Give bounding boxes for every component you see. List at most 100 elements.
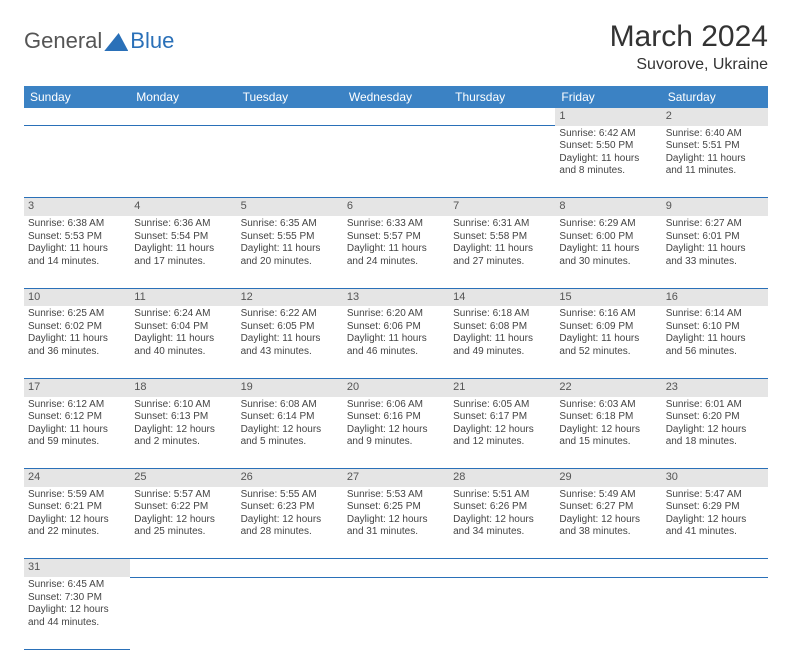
sunset-line: Sunset: 6:21 PM	[28, 501, 126, 514]
day-detail-row: Sunrise: 6:42 AMSunset: 5:50 PMDaylight:…	[24, 126, 768, 198]
calendar-table: SundayMondayTuesdayWednesdayThursdayFrid…	[24, 86, 768, 650]
sunrise-line: Sunrise: 6:16 AM	[559, 308, 657, 321]
sunrise-line: Sunrise: 6:40 AM	[666, 128, 764, 141]
sunset-line: Sunset: 5:55 PM	[241, 231, 339, 244]
daylight-line: Daylight: 11 hours and 49 minutes.	[453, 333, 551, 358]
sunrise-line: Sunrise: 6:20 AM	[347, 308, 445, 321]
sunset-line: Sunset: 5:53 PM	[28, 231, 126, 244]
weekday-header: Wednesday	[343, 86, 449, 108]
sunrise-line: Sunrise: 6:38 AM	[28, 218, 126, 231]
day-number: 27	[343, 469, 449, 487]
daylight-line: Daylight: 11 hours and 11 minutes.	[666, 153, 764, 178]
day-number: 13	[343, 288, 449, 306]
day-cell: Sunrise: 6:27 AMSunset: 6:01 PMDaylight:…	[662, 216, 768, 288]
day-cell: Sunrise: 6:10 AMSunset: 6:13 PMDaylight:…	[130, 397, 236, 469]
day-cell: Sunrise: 6:25 AMSunset: 6:02 PMDaylight:…	[24, 306, 130, 378]
day-cell-empty	[662, 577, 768, 649]
day-cell: Sunrise: 5:53 AMSunset: 6:25 PMDaylight:…	[343, 487, 449, 559]
sunset-line: Sunset: 6:17 PM	[453, 411, 551, 424]
day-cell: Sunrise: 6:16 AMSunset: 6:09 PMDaylight:…	[555, 306, 661, 378]
daylight-line: Daylight: 12 hours and 9 minutes.	[347, 424, 445, 449]
weekday-header: Sunday	[24, 86, 130, 108]
sunset-line: Sunset: 6:16 PM	[347, 411, 445, 424]
sunset-line: Sunset: 6:02 PM	[28, 321, 126, 334]
sunrise-line: Sunrise: 5:51 AM	[453, 489, 551, 502]
sunset-line: Sunset: 6:20 PM	[666, 411, 764, 424]
day-number-empty	[449, 559, 555, 577]
daylight-line: Daylight: 12 hours and 2 minutes.	[134, 424, 232, 449]
day-cell: Sunrise: 6:22 AMSunset: 6:05 PMDaylight:…	[237, 306, 343, 378]
day-cell-empty	[237, 577, 343, 649]
location: Suvorove, Ukraine	[610, 56, 768, 74]
day-number-empty	[662, 559, 768, 577]
day-number: 20	[343, 378, 449, 396]
day-cell-empty	[555, 577, 661, 649]
logo-sail-icon	[104, 33, 128, 51]
day-cell: Sunrise: 6:36 AMSunset: 5:54 PMDaylight:…	[130, 216, 236, 288]
sunset-line: Sunset: 6:10 PM	[666, 321, 764, 334]
sunrise-line: Sunrise: 6:05 AM	[453, 399, 551, 412]
daylight-line: Daylight: 12 hours and 12 minutes.	[453, 424, 551, 449]
sunset-line: Sunset: 6:22 PM	[134, 501, 232, 514]
daylight-line: Daylight: 11 hours and 27 minutes.	[453, 243, 551, 268]
day-number: 17	[24, 378, 130, 396]
sunset-line: Sunset: 6:09 PM	[559, 321, 657, 334]
day-number: 9	[662, 198, 768, 216]
day-cell: Sunrise: 6:40 AMSunset: 5:51 PMDaylight:…	[662, 126, 768, 198]
sunrise-line: Sunrise: 5:59 AM	[28, 489, 126, 502]
day-cell-empty	[449, 577, 555, 649]
sunrise-line: Sunrise: 6:42 AM	[559, 128, 657, 141]
day-number-empty	[555, 559, 661, 577]
daylight-line: Daylight: 11 hours and 59 minutes.	[28, 424, 126, 449]
day-number: 1	[555, 108, 661, 126]
sunset-line: Sunset: 6:06 PM	[347, 321, 445, 334]
day-cell: Sunrise: 6:03 AMSunset: 6:18 PMDaylight:…	[555, 397, 661, 469]
sunset-line: Sunset: 6:27 PM	[559, 501, 657, 514]
day-cell-empty	[130, 126, 236, 198]
title-block: March 2024 Suvorove, Ukraine	[610, 20, 768, 74]
daylight-line: Daylight: 11 hours and 30 minutes.	[559, 243, 657, 268]
sunset-line: Sunset: 6:18 PM	[559, 411, 657, 424]
sunset-line: Sunset: 6:08 PM	[453, 321, 551, 334]
sunrise-line: Sunrise: 6:45 AM	[28, 579, 126, 592]
day-number-empty	[130, 559, 236, 577]
day-detail-row: Sunrise: 5:59 AMSunset: 6:21 PM Daylight:…	[24, 487, 768, 559]
day-cell-empty	[449, 126, 555, 198]
day-cell: Sunrise: 5:59 AMSunset: 6:21 PMDaylight:…	[24, 487, 130, 559]
day-detail-row: Sunrise: 6:45 AMSunset: 7:30 PMDaylight:…	[24, 577, 768, 649]
daylight-line: Daylight: 11 hours and 46 minutes.	[347, 333, 445, 358]
day-cell: Sunrise: 6:29 AMSunset: 6:00 PMDaylight:…	[555, 216, 661, 288]
sunset-line: Sunset: 6:05 PM	[241, 321, 339, 334]
day-cell: Sunrise: 6:38 AMSunset: 5:53 PMDaylight:…	[24, 216, 130, 288]
logo-text-blue: Blue	[130, 28, 174, 54]
daylight-line: Daylight: 12 hours and 34 minutes.	[453, 514, 551, 539]
sunrise-line: Sunrise: 6:08 AM	[241, 399, 339, 412]
daylight-line: Daylight: 12 hours and 41 minutes.	[666, 514, 764, 539]
sunset-line: Sunset: 5:51 PM	[666, 140, 764, 153]
day-number: 31	[24, 559, 130, 577]
sunrise-line: Sunrise: 6:33 AM	[347, 218, 445, 231]
weekday-header: Tuesday	[237, 86, 343, 108]
day-cell: Sunrise: 6:42 AMSunset: 5:50 PMDaylight:…	[555, 126, 661, 198]
day-number: 11	[130, 288, 236, 306]
weekday-header: Monday	[130, 86, 236, 108]
sunrise-line: Sunrise: 5:55 AM	[241, 489, 339, 502]
day-number-row: 10111213141516	[24, 288, 768, 306]
day-cell-empty	[343, 577, 449, 649]
header: General Blue March 2024 Suvorove, Ukrain…	[24, 20, 768, 74]
daylight-line: Daylight: 11 hours and 8 minutes.	[559, 153, 657, 178]
sunset-line: Sunset: 6:04 PM	[134, 321, 232, 334]
day-number: 16	[662, 288, 768, 306]
sunset-line: Sunset: 6:25 PM	[347, 501, 445, 514]
sunrise-line: Sunrise: 6:12 AM	[28, 399, 126, 412]
weekday-header: Saturday	[662, 86, 768, 108]
day-number: 24	[24, 469, 130, 487]
logo: General Blue	[24, 28, 174, 54]
sunset-line: Sunset: 6:13 PM	[134, 411, 232, 424]
sunrise-line: Sunrise: 6:18 AM	[453, 308, 551, 321]
day-number-row: 12	[24, 108, 768, 126]
day-number: 8	[555, 198, 661, 216]
day-cell: Sunrise: 5:57 AMSunset: 6:22 PMDaylight:…	[130, 487, 236, 559]
day-number: 14	[449, 288, 555, 306]
day-number: 28	[449, 469, 555, 487]
